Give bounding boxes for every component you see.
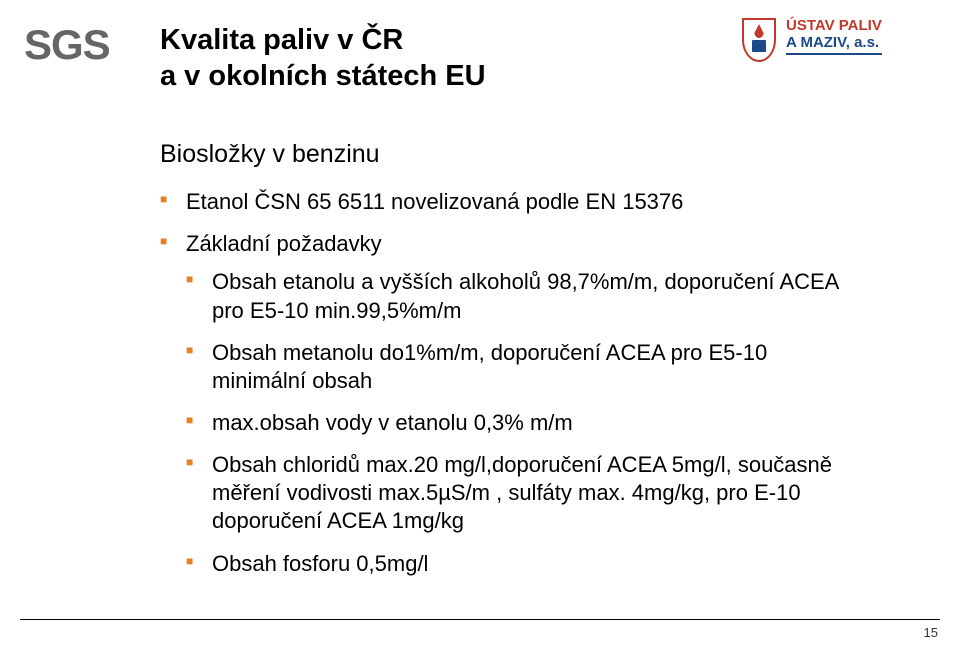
upm-line1: ÚSTAV PALIV: [786, 18, 882, 35]
bullet-main: Etanol ČSN 65 6511 novelizovaná podle EN…: [160, 187, 860, 217]
upm-logo: ÚSTAV PALIV A MAZIV, a.s.: [742, 18, 932, 62]
sub-item-2: max.obsah vody v etanolu 0,3% m/m: [186, 409, 860, 437]
bullet-sub-heading: Základní požadavky Obsah etanolu a vyšší…: [160, 229, 860, 578]
sgs-logo: SGS: [24, 24, 110, 66]
title-line-1: Kvalita paliv v ČR: [160, 22, 486, 58]
upm-logo-inner: ÚSTAV PALIV A MAZIV, a.s.: [742, 18, 932, 62]
upm-line2: A MAZIV, a.s.: [786, 35, 882, 56]
sub-item-1: Obsah metanolu do1%m/m, doporučení ACEA …: [186, 339, 860, 395]
subtitle: Biosložky v benzinu: [160, 140, 860, 169]
page-title: Kvalita paliv v ČR a v okolních státech …: [160, 22, 486, 95]
sub-bullet-list: Obsah etanolu a vyšších alkoholů 98,7%m/…: [186, 268, 860, 577]
title-line-2: a v okolních státech EU: [160, 58, 486, 94]
page-number: 15: [924, 625, 938, 640]
content-area: Biosložky v benzinu Etanol ČSN 65 6511 n…: [160, 140, 860, 592]
oil-can-icon: [752, 40, 766, 52]
bullet-sub-heading-text: Základní požadavky: [186, 231, 382, 256]
bullet-list: Etanol ČSN 65 6511 novelizovaná podle EN…: [160, 187, 860, 578]
flame-drop-icon: [754, 24, 764, 38]
footer-rule: [20, 619, 940, 620]
slide-page: SGS ÚSTAV PALIV A MAZIV, a.s. Kvalita pa…: [0, 0, 960, 654]
upm-badge-icon: [742, 18, 776, 62]
sub-item-4: Obsah fosforu 0,5mg/l: [186, 550, 860, 578]
sub-item-3: Obsah chloridů max.20 mg/l,doporučení AC…: [186, 451, 860, 535]
sub-item-0: Obsah etanolu a vyšších alkoholů 98,7%m/…: [186, 268, 860, 324]
upm-logo-text: ÚSTAV PALIV A MAZIV, a.s.: [786, 18, 882, 55]
